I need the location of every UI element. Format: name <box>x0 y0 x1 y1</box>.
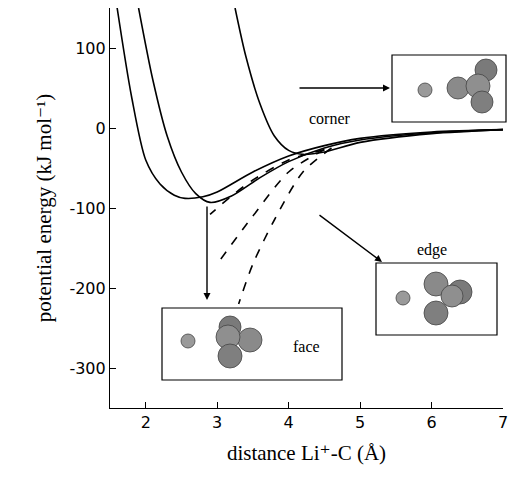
svg-text:-100: -100 <box>69 199 105 218</box>
svg-text:6: 6 <box>426 413 436 432</box>
svg-text:4: 4 <box>284 413 294 432</box>
svg-text:edge: edge <box>417 241 447 259</box>
svg-text:7: 7 <box>498 413 508 432</box>
svg-text:face: face <box>293 338 320 355</box>
svg-text:100: 100 <box>75 39 106 58</box>
svg-text:-200: -200 <box>69 279 105 298</box>
svg-text:5: 5 <box>355 413 365 432</box>
svg-text:corner: corner <box>309 110 351 127</box>
svg-text:0: 0 <box>96 119 106 138</box>
svg-text:potential energy (kJ mol⁻¹): potential energy (kJ mol⁻¹) <box>32 94 56 323</box>
svg-text:2: 2 <box>141 413 151 432</box>
svg-text:distance Li⁺-C (Å): distance Li⁺-C (Å) <box>227 441 386 465</box>
svg-text:-300: -300 <box>69 359 105 378</box>
svg-text:3: 3 <box>212 413 222 432</box>
